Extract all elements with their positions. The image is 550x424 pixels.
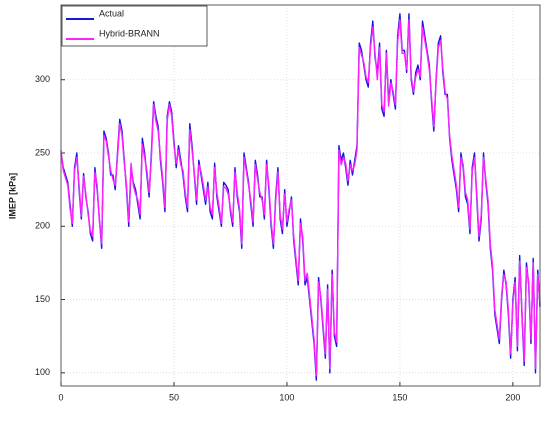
legend: Actual Hybrid-BRANN [61, 5, 208, 47]
y-tick-label: 150 [35, 294, 50, 304]
legend-label: Hybrid-BRANN [99, 28, 160, 38]
series-line [60, 18, 541, 377]
x-tick-label: 50 [169, 392, 179, 402]
x-tick-label: 100 [279, 392, 294, 402]
plot-area [61, 5, 540, 386]
y-tick-label: 250 [35, 147, 50, 157]
x-tick-label: 150 [392, 392, 407, 402]
y-tick-label: 200 [35, 221, 50, 231]
plot-frame [60, 4, 541, 387]
legend-label: Actual [99, 8, 124, 18]
y-tick-label: 100 [35, 367, 50, 377]
x-tick-label: 0 [58, 392, 63, 402]
y-tick-label: 300 [35, 74, 50, 84]
y-axis-label: IMEP [kPa] [7, 173, 17, 219]
x-tick-label: 200 [505, 392, 520, 402]
